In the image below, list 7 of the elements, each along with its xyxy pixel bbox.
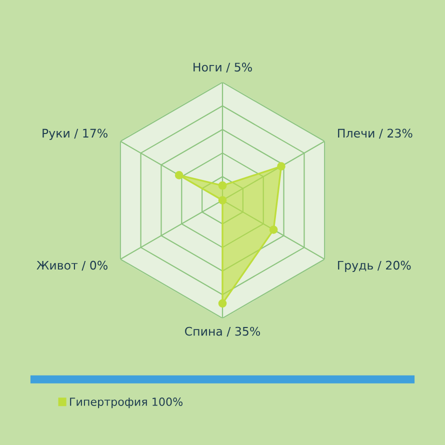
legend-label: Гипертрофия 100% bbox=[70, 398, 183, 408]
spoke-label: Ноги / 5% bbox=[194, 62, 252, 73]
spoke-label: Живот / 0% bbox=[36, 260, 108, 271]
spoke-label: Спина / 35% bbox=[185, 326, 260, 337]
spoke-label: Плечи / 23% bbox=[338, 128, 412, 139]
spoke-label: Руки / 17% bbox=[42, 128, 108, 140]
spoke-label: Грудь / 20% bbox=[338, 260, 411, 272]
